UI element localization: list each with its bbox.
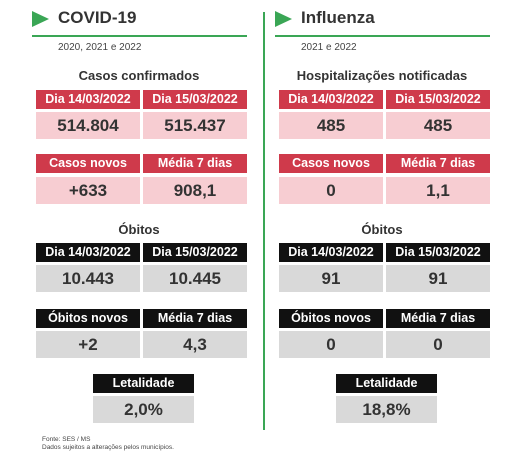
- flu-cases-avg-value: 1,1: [386, 177, 490, 204]
- covid-cases-avg-label: Média 7 dias: [143, 154, 247, 173]
- flu-deaths-date1-value: 91: [279, 265, 383, 292]
- covid-deaths-avg-label: Média 7 dias: [143, 309, 247, 328]
- covid-cases-date2-value: 515.437: [143, 112, 247, 139]
- flu-new-cases-value: 0: [279, 177, 383, 204]
- flu-years: 2021 e 2022: [301, 42, 357, 53]
- covid-deaths-date1-value: 10.443: [36, 265, 140, 292]
- covid-deaths-date2-label: Dia 15/03/2022: [143, 243, 247, 262]
- flu-cases-date2-label: Dia 15/03/2022: [386, 90, 490, 109]
- covid-years: 2020, 2021 e 2022: [58, 42, 142, 53]
- flu-deaths-title: Óbitos: [361, 222, 403, 237]
- covid-header: COVID-19: [32, 8, 247, 37]
- covid-deaths-date2-value: 10.445: [143, 265, 247, 292]
- covid-new-deaths-label: Óbitos novos: [36, 309, 140, 328]
- flu-deaths-date2-value: 91: [386, 265, 490, 292]
- flu-lethality-label: Letalidade: [336, 374, 437, 393]
- covid-new-cases-value: +633: [36, 177, 140, 204]
- covid-lethality-value: 2,0%: [93, 396, 194, 423]
- covid-cases-date2-label: Dia 15/03/2022: [143, 90, 247, 109]
- covid-lethality-label: Letalidade: [93, 374, 194, 393]
- footer-note: Dados sujeitos a alterações pelos municí…: [42, 444, 174, 451]
- flu-cases-title: Hospitalizações notificadas: [296, 68, 468, 83]
- play-arrow-icon: [275, 11, 292, 27]
- flu-cases-date1-label: Dia 14/03/2022: [279, 90, 383, 109]
- covid-cases-date1-value: 514.804: [36, 112, 140, 139]
- flu-new-deaths-label: Óbitos novos: [279, 309, 383, 328]
- play-arrow-icon: [32, 11, 49, 27]
- flu-deaths-avg-label: Média 7 dias: [386, 309, 490, 328]
- footer-source: Fonte: SES / MS: [42, 436, 91, 443]
- flu-deaths-date2-label: Dia 15/03/2022: [386, 243, 490, 262]
- covid-new-cases-label: Casos novos: [36, 154, 140, 173]
- flu-new-cases-label: Casos novos: [279, 154, 383, 173]
- flu-title: Influenza: [301, 8, 375, 27]
- covid-new-deaths-value: +2: [36, 331, 140, 358]
- panel-divider: [263, 12, 265, 430]
- flu-cases-date1-value: 485: [279, 112, 383, 139]
- flu-new-deaths-value: 0: [279, 331, 383, 358]
- flu-cases-avg-label: Média 7 dias: [386, 154, 490, 173]
- covid-panel: COVID-19 2020, 2021 e 2022 Casos confirm…: [32, 0, 282, 462]
- covid-deaths-date1-label: Dia 14/03/2022: [36, 243, 140, 262]
- covid-title: COVID-19: [58, 8, 137, 27]
- covid-deaths-title: Óbitos: [118, 222, 160, 237]
- covid-cases-title: Casos confirmados: [78, 68, 200, 83]
- flu-deaths-avg-value: 0: [386, 331, 490, 358]
- flu-cases-date2-value: 485: [386, 112, 490, 139]
- flu-deaths-date1-label: Dia 14/03/2022: [279, 243, 383, 262]
- covid-deaths-avg-value: 4,3: [143, 331, 247, 358]
- covid-cases-date1-label: Dia 14/03/2022: [36, 90, 140, 109]
- covid-cases-avg-value: 908,1: [143, 177, 247, 204]
- flu-lethality-value: 18,8%: [336, 396, 437, 423]
- flu-header: Influenza: [275, 8, 490, 37]
- flu-panel: Influenza 2021 e 2022 Hospitalizações no…: [275, 0, 525, 462]
